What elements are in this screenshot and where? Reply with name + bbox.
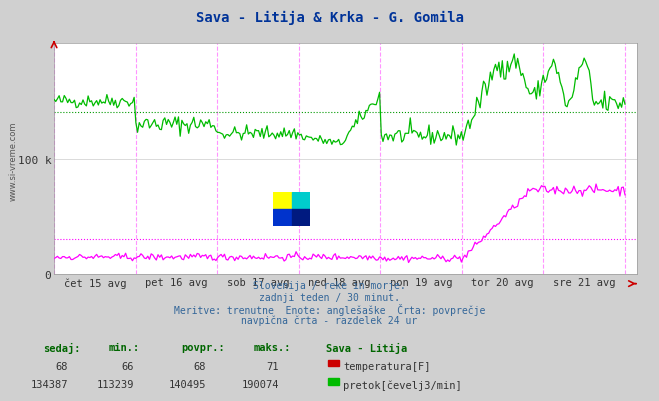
Polygon shape <box>291 192 310 209</box>
Text: 66: 66 <box>121 361 134 371</box>
Text: 71: 71 <box>266 361 279 371</box>
Text: pretok[čevelj3/min]: pretok[čevelj3/min] <box>343 379 462 390</box>
Text: Meritve: trenutne  Enote: anglešaške  Črta: povprečje: Meritve: trenutne Enote: anglešaške Črta… <box>174 303 485 315</box>
Text: 190074: 190074 <box>241 379 279 389</box>
Text: maks.:: maks.: <box>254 342 291 352</box>
Text: povpr.:: povpr.: <box>181 342 225 352</box>
Text: temperatura[F]: temperatura[F] <box>343 361 431 371</box>
Text: 68: 68 <box>194 361 206 371</box>
Text: sedaj:: sedaj: <box>43 342 80 352</box>
Polygon shape <box>291 209 310 227</box>
Text: 113239: 113239 <box>96 379 134 389</box>
Polygon shape <box>273 209 291 227</box>
Text: 68: 68 <box>55 361 68 371</box>
Text: min.:: min.: <box>109 342 140 352</box>
Text: Slovenija / reke in morje.: Slovenija / reke in morje. <box>253 281 406 291</box>
Text: Sava - Litija: Sava - Litija <box>326 342 407 352</box>
Text: navpična črta - razdelek 24 ur: navpična črta - razdelek 24 ur <box>241 314 418 325</box>
Text: www.si-vreme.com: www.si-vreme.com <box>9 121 18 200</box>
Text: zadnji teden / 30 minut.: zadnji teden / 30 minut. <box>259 292 400 302</box>
Text: 134387: 134387 <box>30 379 68 389</box>
Text: 140495: 140495 <box>169 379 206 389</box>
Text: Sava - Litija & Krka - G. Gomila: Sava - Litija & Krka - G. Gomila <box>196 11 463 25</box>
Polygon shape <box>273 192 291 209</box>
